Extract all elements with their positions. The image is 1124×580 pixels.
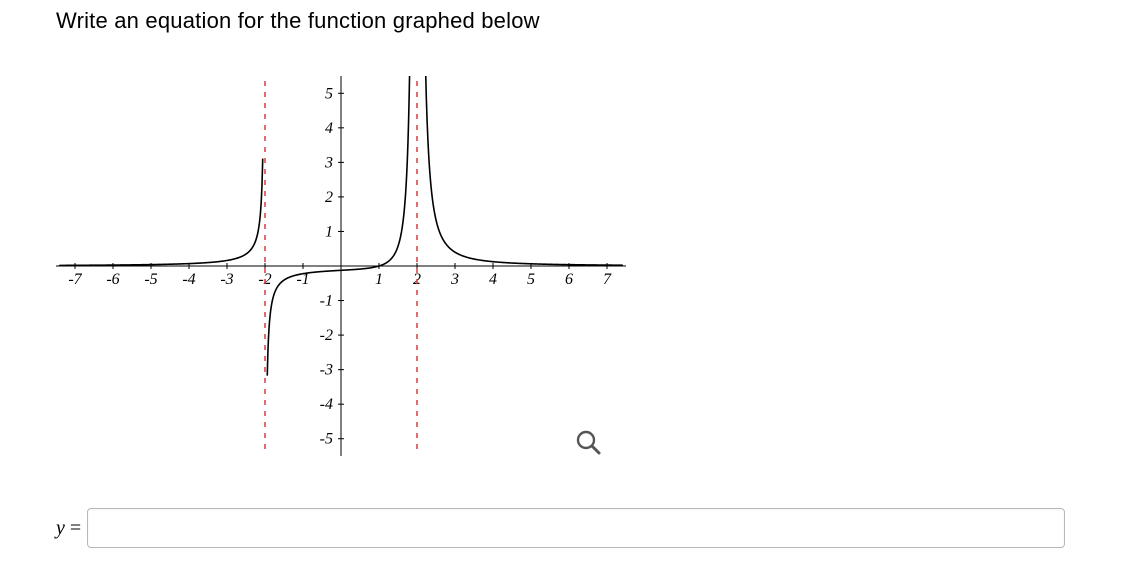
svg-text:1: 1: [375, 271, 383, 288]
zoom-button[interactable]: [574, 428, 602, 461]
svg-text:-4: -4: [320, 396, 333, 413]
svg-text:2: 2: [325, 189, 333, 206]
svg-text:-3: -3: [320, 362, 333, 379]
svg-text:4: 4: [325, 120, 333, 137]
svg-text:-6: -6: [106, 271, 119, 288]
svg-text:5: 5: [527, 271, 535, 288]
answer-variable: y: [56, 517, 65, 539]
answer-row: y =: [56, 508, 1065, 548]
svg-text:-7: -7: [68, 271, 82, 288]
svg-text:5: 5: [325, 85, 333, 102]
svg-text:4: 4: [489, 271, 497, 288]
svg-text:-3: -3: [220, 271, 233, 288]
svg-text:6: 6: [565, 271, 573, 288]
question-prompt: Write an equation for the function graph…: [56, 8, 540, 34]
svg-text:-1: -1: [320, 293, 333, 310]
answer-input[interactable]: [87, 508, 1065, 548]
svg-text:3: 3: [450, 271, 459, 288]
svg-text:-5: -5: [320, 431, 333, 448]
answer-equals: =: [65, 517, 81, 539]
svg-text:3: 3: [324, 154, 333, 171]
svg-text:7: 7: [603, 271, 612, 288]
function-graph: -7-6-5-4-3-2-11234567-5-4-3-2-112345: [56, 76, 626, 461]
svg-text:-2: -2: [320, 327, 333, 344]
chart-canvas: -7-6-5-4-3-2-11234567-5-4-3-2-112345: [56, 76, 626, 456]
magnifier-icon: [574, 428, 602, 456]
svg-text:-5: -5: [144, 271, 157, 288]
answer-label: y =: [56, 517, 81, 540]
svg-text:1: 1: [325, 223, 333, 240]
svg-text:-4: -4: [182, 271, 195, 288]
